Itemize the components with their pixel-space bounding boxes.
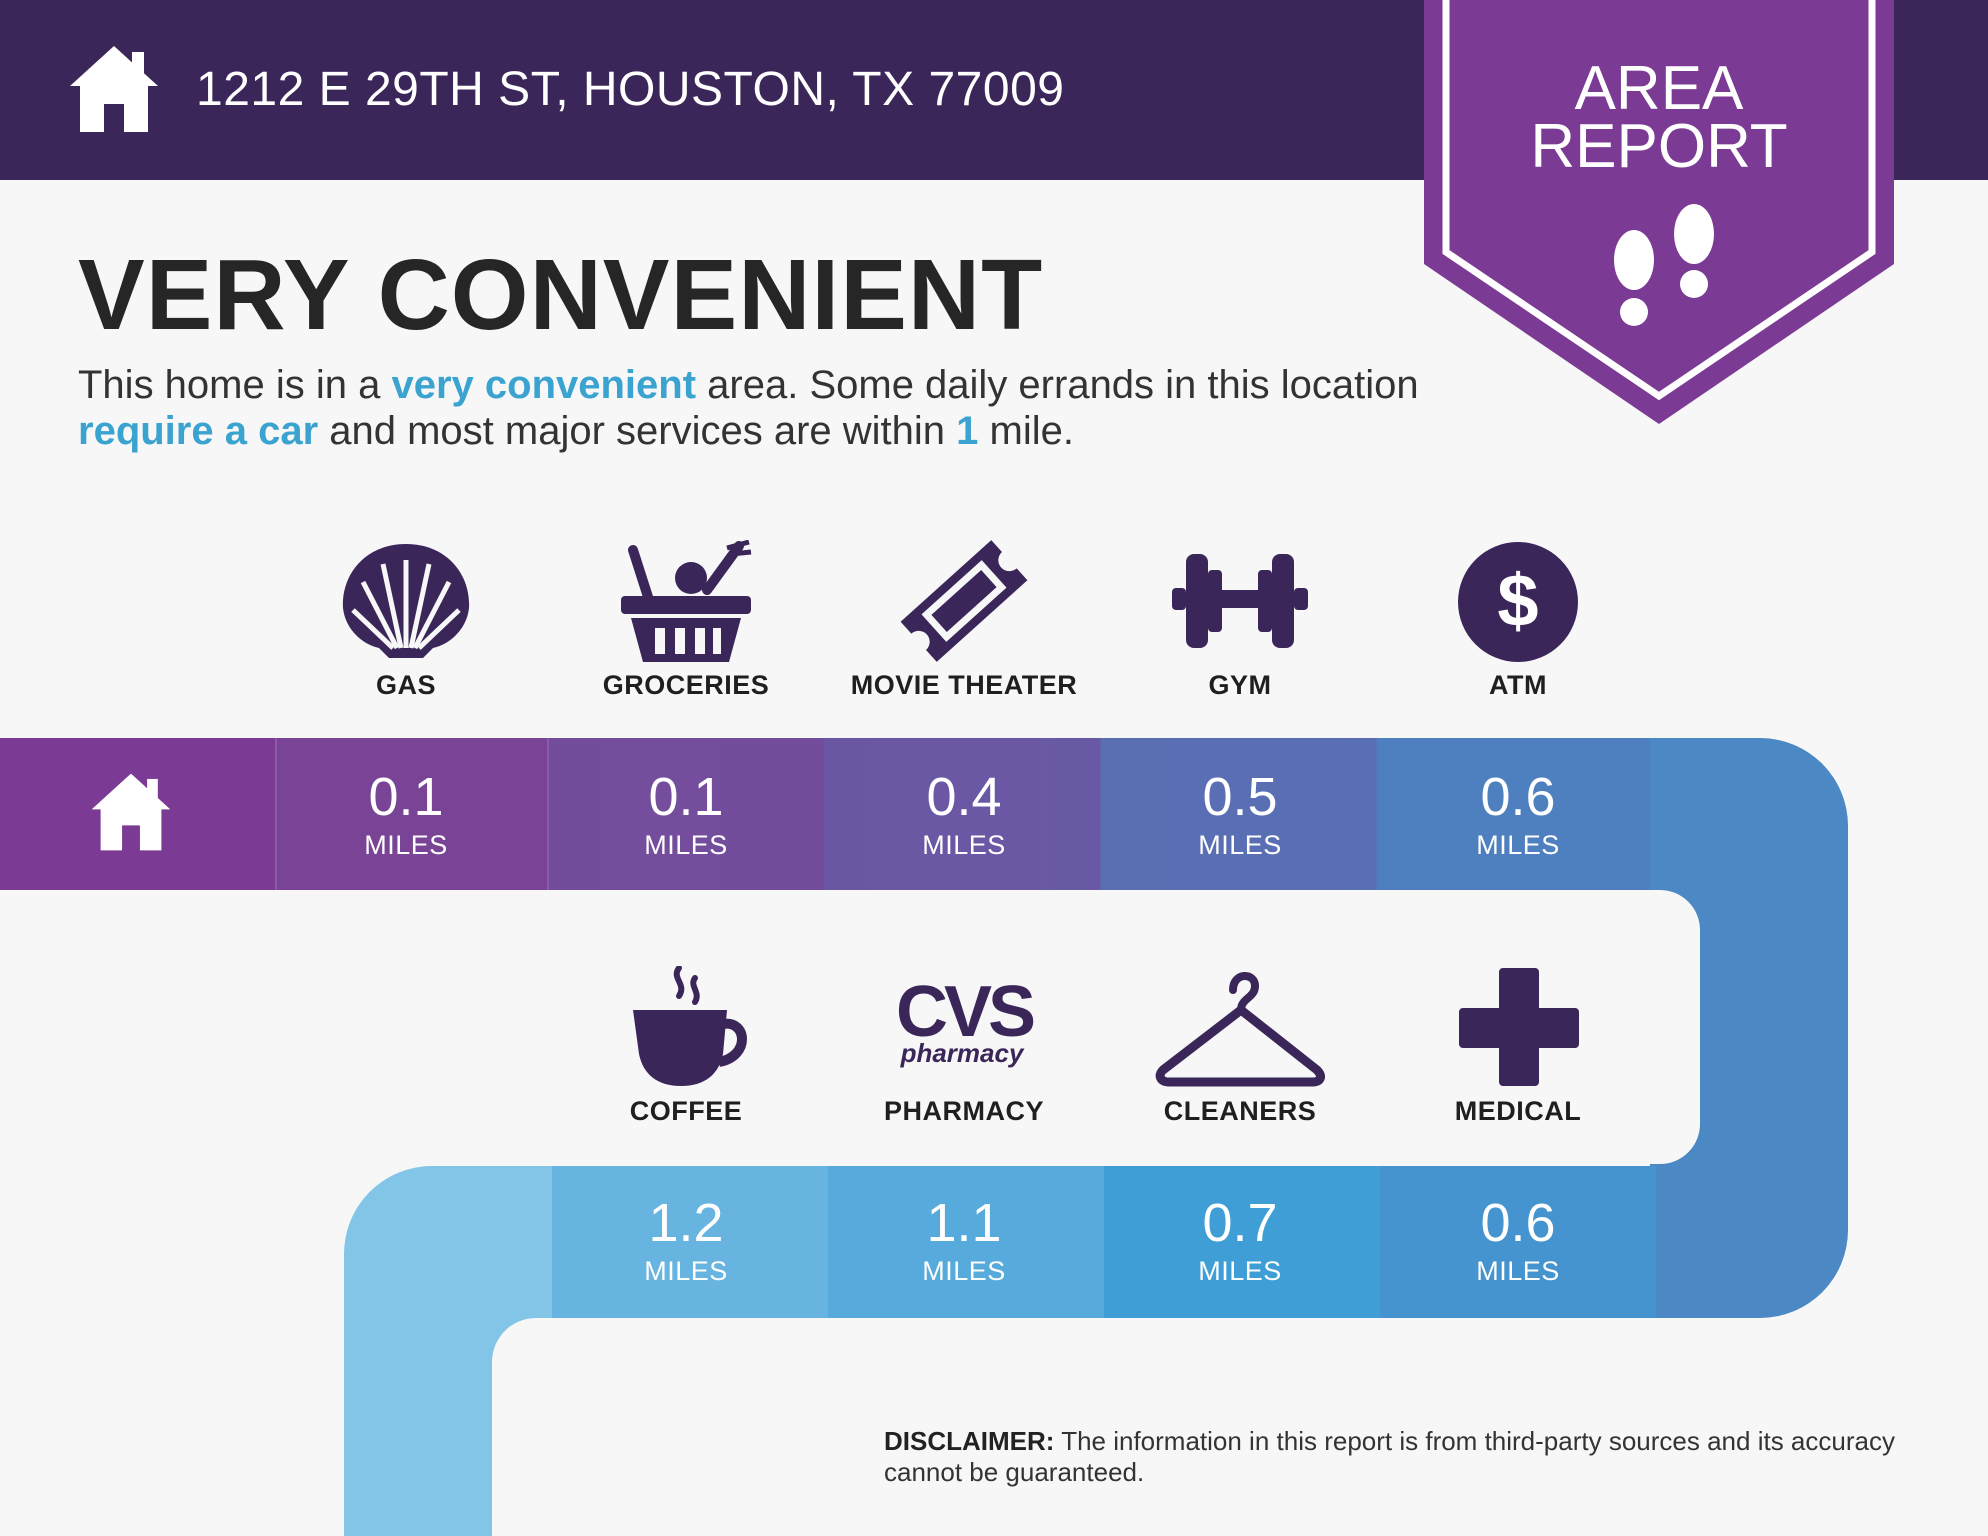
category-pharmacy: CVS pharmacy PHARMACY xyxy=(826,966,1102,1127)
category-medical: MEDICAL xyxy=(1380,966,1656,1127)
shell-icon xyxy=(342,544,470,658)
category-gym: GYM xyxy=(1102,540,1378,701)
distance-unit: MILES xyxy=(364,830,448,860)
summary-highlight: 1 xyxy=(956,409,979,453)
badge-title: AREA REPORT xyxy=(1424,54,1894,181)
category-label: MOVIE THEATER xyxy=(850,670,1078,700)
distance-value: 0.6 xyxy=(1480,767,1556,827)
category-label: GROCERIES xyxy=(602,670,770,700)
category-atm: $ ATM xyxy=(1380,540,1656,701)
distance-unit: MILES xyxy=(644,1256,728,1286)
distance-medical: 0.6 MILES xyxy=(1380,1166,1656,1316)
summary-highlight: very convenient xyxy=(391,363,697,407)
property-address: 1212 E 29TH ST, HOUSTON, TX 77009 xyxy=(196,63,1065,116)
distance-unit: MILES xyxy=(1476,1256,1560,1286)
category-movie-theater: MOVIE THEATER xyxy=(826,540,1102,701)
cvs-pharmacy-logo: CVS pharmacy xyxy=(896,972,1038,1068)
distance-pharmacy: 1.1 MILES xyxy=(826,1166,1102,1316)
svg-text:$: $ xyxy=(1497,559,1538,642)
distance-unit: MILES xyxy=(644,830,728,860)
category-label: COFFEE xyxy=(629,1096,743,1126)
category-label: ATM xyxy=(1489,670,1547,700)
category-label: GAS xyxy=(375,670,436,700)
area-report-badge xyxy=(1424,0,1894,424)
dumbbell-icon xyxy=(1172,554,1308,648)
grocery-basket-icon xyxy=(621,540,752,662)
badge-line-1: AREA xyxy=(1574,54,1744,123)
badge-line-2: REPORT xyxy=(1530,112,1788,181)
summary-part: mile. xyxy=(978,409,1074,453)
page-title: VERY CONVENIENT xyxy=(78,239,1044,351)
hanger-icon xyxy=(1155,972,1325,1087)
distance-atm: 0.6 MILES xyxy=(1380,740,1656,890)
summary-part: This home is in a xyxy=(78,363,392,407)
distance-value: 0.1 xyxy=(648,767,724,827)
category-coffee: COFFEE xyxy=(548,966,824,1127)
distance-movie-theater: 0.4 MILES xyxy=(826,740,1102,890)
distance-cleaners: 0.7 MILES xyxy=(1102,1166,1378,1316)
distance-unit: MILES xyxy=(922,830,1006,860)
category-label: PHARMACY xyxy=(883,1096,1044,1126)
distance-coffee: 1.2 MILES xyxy=(548,1166,824,1316)
category-label: MEDICAL xyxy=(1454,1096,1582,1126)
distance-value: 0.1 xyxy=(368,767,444,827)
distance-gym: 0.5 MILES xyxy=(1102,740,1378,890)
disclaimer: DISCLAIMER: The information in this repo… xyxy=(884,1426,1924,1488)
distance-unit: MILES xyxy=(922,1256,1006,1286)
category-cleaners: CLEANERS xyxy=(1102,966,1378,1127)
dollar-icon: $ xyxy=(1458,542,1578,662)
category-gas: GAS xyxy=(268,540,544,701)
category-label: GYM xyxy=(1208,670,1272,700)
distance-gas: 0.1 MILES xyxy=(268,740,544,890)
summary-part: area. Some daily errands in this locatio… xyxy=(696,363,1419,407)
distance-value: 0.6 xyxy=(1480,1193,1556,1253)
footprints-icon xyxy=(1614,204,1714,326)
home-icon xyxy=(70,46,158,132)
ticket-icon xyxy=(900,540,1028,662)
cvs-logo-text: CVS xyxy=(896,972,1034,1052)
distance-value: 0.5 xyxy=(1202,767,1278,827)
disclaimer-label: DISCLAIMER: xyxy=(884,1426,1055,1456)
distance-value: 1.1 xyxy=(926,1193,1002,1253)
home-start-icon xyxy=(91,773,171,851)
pharmacy-logo-text: pharmacy xyxy=(900,1038,1025,1068)
summary-text: This home is in a very convenient area. … xyxy=(78,362,1438,454)
coffee-cup-icon xyxy=(633,966,747,1086)
category-label: CLEANERS xyxy=(1163,1096,1317,1126)
distance-unit: MILES xyxy=(1476,830,1560,860)
distance-unit: MILES xyxy=(1198,830,1282,860)
distance-value: 1.2 xyxy=(648,1193,724,1253)
distance-groceries: 0.1 MILES xyxy=(548,740,824,890)
distance-unit: MILES xyxy=(1198,1256,1282,1286)
distance-value: 0.7 xyxy=(1202,1193,1278,1253)
disclaimer-text: The information in this report is from t… xyxy=(884,1426,1895,1487)
distance-value: 0.4 xyxy=(926,767,1002,827)
medical-cross-icon xyxy=(1459,968,1579,1086)
summary-highlight: require a car xyxy=(78,409,319,453)
category-groceries: GROCERIES xyxy=(548,540,824,701)
summary-part: and most major services are within xyxy=(318,409,957,453)
